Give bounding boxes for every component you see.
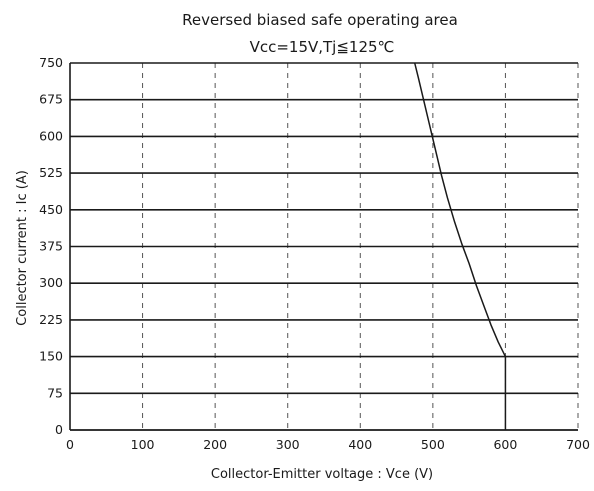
y-tick-label: 450 — [39, 202, 63, 217]
y-tick-label: 0 — [55, 422, 63, 437]
x-tick-label: 500 — [421, 437, 445, 452]
y-tick-label: 375 — [39, 239, 63, 254]
chart-subtitle: Vcc=15V,Tj≦125℃ — [250, 38, 395, 56]
y-tick-label: 525 — [39, 165, 63, 180]
x-tick-label: 100 — [131, 437, 155, 452]
y-tick-label: 75 — [47, 385, 63, 400]
x-axis-label: Collector-Emitter voltage : Vce (V) — [211, 467, 433, 482]
chart-title: Reversed biased safe operating area — [182, 11, 458, 29]
y-tick-label: 675 — [39, 92, 63, 107]
y-tick-label: 150 — [39, 349, 63, 364]
y-axis-label: Collector current : Ic (A) — [15, 170, 30, 326]
x-tick-label: 200 — [203, 437, 227, 452]
x-tick-label: 400 — [348, 437, 372, 452]
x-tick-label: 300 — [276, 437, 300, 452]
y-tick-label: 600 — [39, 128, 63, 143]
x-tick-label: 600 — [493, 437, 517, 452]
y-tick-label: 225 — [39, 312, 63, 327]
rbsoa-curve — [413, 62, 507, 430]
y-tick-label: 300 — [39, 275, 63, 290]
y-tick-label: 750 — [39, 55, 63, 70]
x-tick-label: 0 — [66, 437, 74, 452]
plot-area: 0 75 150 225 300 375 450 525 600 675 750 0 100 200 300… — [39, 55, 590, 452]
x-tick-label: 700 — [566, 437, 590, 452]
